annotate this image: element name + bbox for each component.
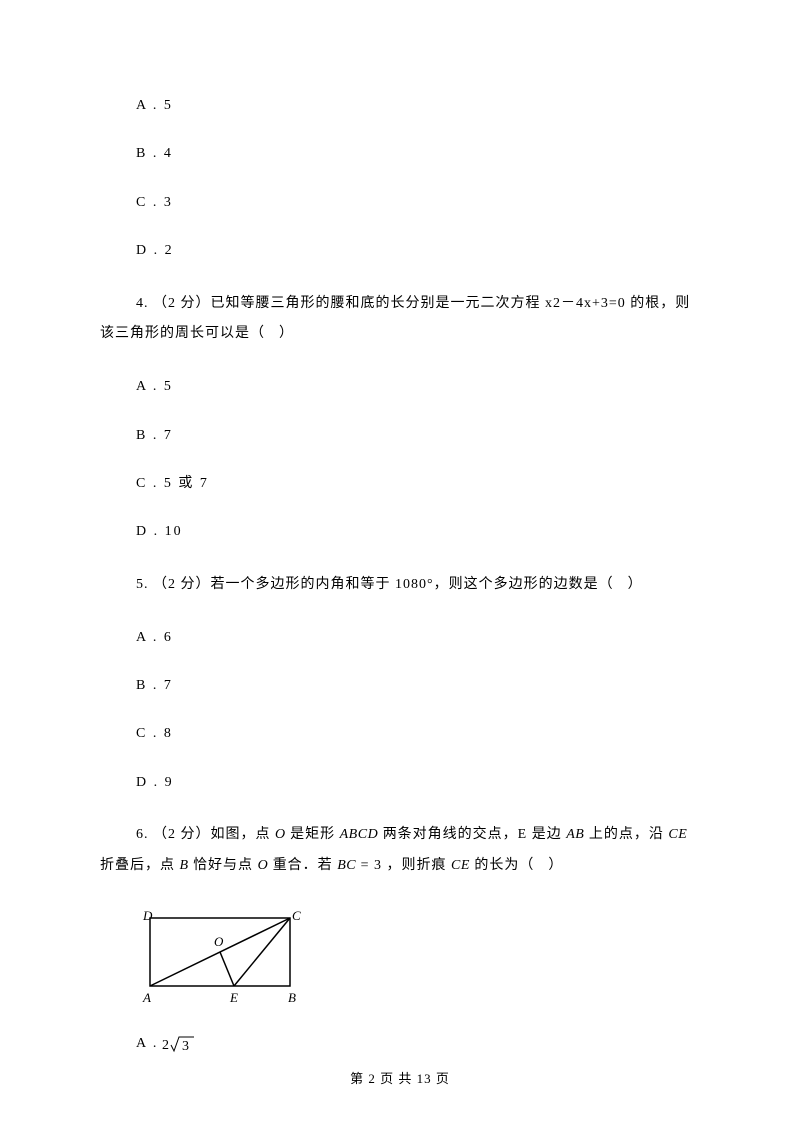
q6-t3: 上的点，沿 bbox=[584, 827, 668, 842]
q6-blank bbox=[534, 858, 548, 873]
q6-t2: 两条对角线的交点，E 是边 bbox=[378, 827, 566, 842]
q5-text: 5. （2 分）若一个多边形的内角和等于 1080°，则这个多边形的边数是（ bbox=[136, 577, 614, 592]
q6-prefix: 6. （2 分）如图，点 bbox=[136, 827, 275, 842]
q3-option-b: B . 4 bbox=[100, 143, 700, 165]
q5-option-c: C . 8 bbox=[100, 723, 700, 745]
footer-total: 13 bbox=[417, 1071, 432, 1086]
fig-label-B: B bbox=[288, 990, 296, 1005]
q6-t1: 是矩形 bbox=[286, 827, 340, 842]
q6-t7: 的长为（ bbox=[470, 858, 535, 873]
q6-option-a: A . 2 3 bbox=[100, 1033, 700, 1055]
q5-stem: 5. （2 分）若一个多边形的内角和等于 1080°，则这个多边形的边数是（ ） bbox=[100, 570, 700, 601]
q4-option-c: C . 5 或 7 bbox=[100, 473, 700, 495]
q4-option-b: B . 7 bbox=[100, 425, 700, 447]
q6-t4: 折叠后，点 bbox=[100, 858, 180, 873]
q6-B: B bbox=[180, 858, 189, 873]
q6-option-a-value: 2 3 bbox=[162, 1033, 196, 1055]
footer-mid: 页 共 bbox=[376, 1071, 417, 1086]
fig-label-C: C bbox=[292, 908, 301, 923]
svg-text:2: 2 bbox=[162, 1038, 169, 1053]
fig-label-E: E bbox=[229, 990, 238, 1005]
q4-close: ） bbox=[279, 326, 294, 341]
q6-t6: 重合．若 bbox=[268, 858, 337, 873]
q6-BC: BC bbox=[337, 858, 356, 873]
q6-eq: = 3 ，则折痕 bbox=[356, 858, 451, 873]
q4-blank bbox=[265, 326, 279, 341]
fig-label-D: D bbox=[142, 908, 153, 923]
q6-CE2: CE bbox=[451, 858, 470, 873]
q3-option-a: A . 5 bbox=[100, 95, 700, 117]
q6-option-a-prefix: A . bbox=[136, 1033, 158, 1055]
q6-CE: CE bbox=[668, 827, 687, 842]
footer-right: 页 bbox=[432, 1071, 450, 1086]
q6-close: ） bbox=[548, 858, 563, 873]
q4-stem: 4. （2 分）已知等腰三角形的腰和底的长分别是一元二次方程 x2－4x+3=0… bbox=[100, 289, 700, 351]
q3-option-c: C . 3 bbox=[100, 192, 700, 214]
q4-option-d: D . 10 bbox=[100, 521, 700, 543]
q6-figure: D C A E B O bbox=[136, 908, 700, 1013]
q5-option-b: B . 7 bbox=[100, 675, 700, 697]
q5-blank bbox=[614, 577, 628, 592]
q6-O: O bbox=[275, 827, 286, 842]
q6-t5: 恰好与点 bbox=[189, 858, 258, 873]
svg-text:3: 3 bbox=[182, 1039, 189, 1054]
footer-left: 第 bbox=[350, 1071, 368, 1086]
footer-page: 2 bbox=[368, 1071, 376, 1086]
q6-O2: O bbox=[258, 858, 269, 873]
q5-option-a: A . 6 bbox=[100, 627, 700, 649]
q5-option-d: D . 9 bbox=[100, 772, 700, 794]
page-footer: 第 2 页 共 13 页 bbox=[0, 1068, 800, 1087]
fig-label-A: A bbox=[142, 990, 151, 1005]
fig-label-O: O bbox=[214, 934, 224, 949]
q6-stem: 6. （2 分）如图，点 O 是矩形 ABCD 两条对角线的交点，E 是边 AB… bbox=[100, 820, 700, 882]
q5-close: ） bbox=[628, 577, 643, 592]
q4-option-a: A . 5 bbox=[100, 376, 700, 398]
q6-AB: AB bbox=[566, 827, 584, 842]
q3-option-d: D . 2 bbox=[100, 240, 700, 262]
q4-text: 4. （2 分）已知等腰三角形的腰和底的长分别是一元二次方程 x2－4x+3=0… bbox=[100, 296, 690, 342]
q6-ABCD: ABCD bbox=[340, 827, 379, 842]
